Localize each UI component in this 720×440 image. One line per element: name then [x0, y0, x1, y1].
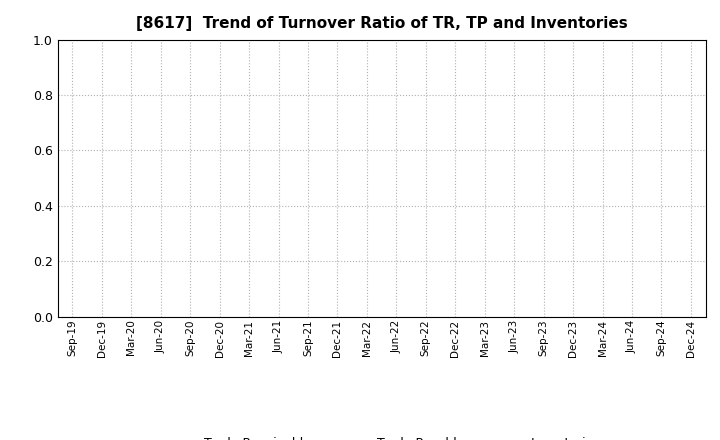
Title: [8617]  Trend of Turnover Ratio of TR, TP and Inventories: [8617] Trend of Turnover Ratio of TR, TP… — [136, 16, 627, 32]
Legend: Trade Receivables, Trade Payables, Inventories: Trade Receivables, Trade Payables, Inven… — [157, 432, 606, 440]
